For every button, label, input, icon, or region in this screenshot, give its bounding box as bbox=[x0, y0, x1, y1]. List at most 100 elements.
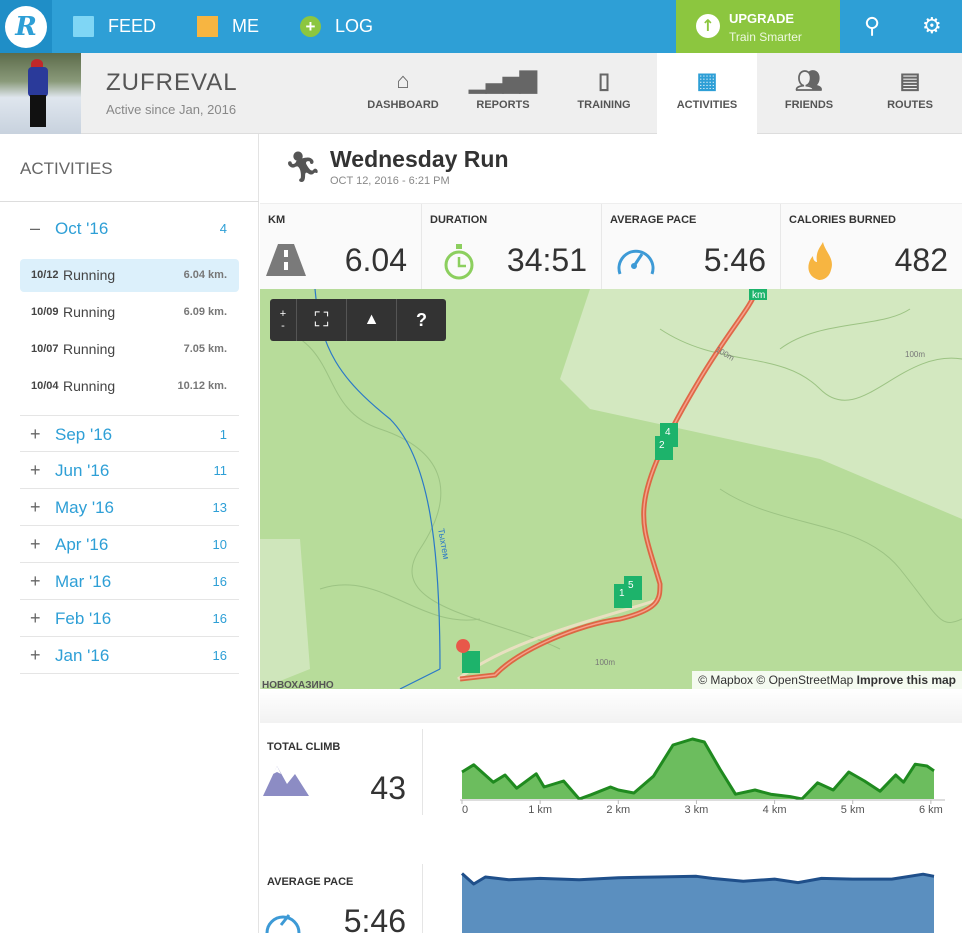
running-icon: 🏃︎ bbox=[284, 151, 323, 184]
terrain-icon[interactable]: ▲ bbox=[347, 299, 397, 341]
flame-icon bbox=[808, 242, 832, 280]
month-count: 13 bbox=[212, 500, 227, 515]
activity-name: Running bbox=[63, 304, 116, 320]
km-marker[interactable] bbox=[614, 584, 632, 608]
month-oct-16[interactable]: – Oct '16 4 bbox=[20, 210, 239, 247]
nav-me-label: ME bbox=[232, 16, 259, 36]
km-marker[interactable] bbox=[462, 651, 480, 673]
month-item[interactable]: + Feb '16 16 bbox=[20, 600, 239, 637]
tab-label: REPORTS bbox=[476, 99, 530, 111]
activity-item[interactable]: 10/04 Running 10.12 km. bbox=[20, 370, 239, 403]
activity-name: Running bbox=[63, 378, 116, 394]
nav-feed[interactable]: FEED bbox=[73, 0, 156, 53]
tab-reports[interactable]: ▁▃▅▇ REPORTS bbox=[453, 53, 553, 134]
start-pin-icon[interactable] bbox=[456, 639, 471, 669]
activity-item[interactable]: 10/09 Running 6.09 km. bbox=[20, 296, 239, 329]
nav-me[interactable]: ME bbox=[197, 0, 259, 53]
top-nav-bar: R FEED ME + LOG ↑ UPGRADE Train Smarter ⚲… bbox=[0, 0, 962, 53]
tab-routes[interactable]: ▤ ROUTES bbox=[860, 53, 960, 134]
map-attribution: © Mapbox © OpenStreetMap Improve this ma… bbox=[692, 671, 962, 689]
improve-map-link[interactable]: Improve this map bbox=[856, 673, 956, 687]
km-marker-label: km bbox=[752, 290, 765, 301]
stat-average-pace: AVERAGE PACE 5:46 bbox=[602, 204, 781, 290]
plus-circle-icon: + bbox=[300, 16, 321, 37]
expand-icon: + bbox=[30, 534, 41, 554]
activity-title: Wednesday Run bbox=[330, 146, 509, 172]
x-tick-label: 6 km bbox=[919, 804, 943, 816]
activity-name: Running bbox=[63, 341, 116, 357]
activity-distance: 7.05 km. bbox=[183, 343, 227, 355]
km-marker[interactable] bbox=[655, 436, 673, 460]
map-controls: + - ⛶ ▲ ? bbox=[270, 299, 446, 341]
activity-date: 10/07 bbox=[31, 343, 59, 355]
nav-log-label: LOG bbox=[335, 16, 374, 36]
month-item[interactable]: + May '16 13 bbox=[20, 489, 239, 526]
pace-value: 5:46 bbox=[343, 903, 406, 939]
month-item[interactable]: + Jun '16 11 bbox=[20, 452, 239, 489]
logo-icon: R bbox=[5, 5, 47, 48]
month-label: Feb '16 bbox=[55, 609, 112, 628]
month-label: Jan '16 bbox=[55, 646, 110, 665]
elevation-chart: 0 1 km 2 km 3 km 4 km 5 km 6 km bbox=[460, 737, 945, 816]
arrow-up-icon: ↑ bbox=[696, 14, 720, 38]
activity-distance: 10.12 km. bbox=[177, 380, 227, 392]
km-marker[interactable] bbox=[749, 289, 767, 300]
stat-value: 6.04 bbox=[344, 242, 407, 278]
activity-date: 10/09 bbox=[31, 306, 59, 318]
nav-log[interactable]: + LOG bbox=[300, 0, 373, 53]
fullscreen-icon[interactable]: ⛶ bbox=[297, 299, 347, 341]
month-count: 1 bbox=[219, 427, 227, 442]
month-label: Sep '16 bbox=[55, 425, 113, 444]
x-tick-label: 0 bbox=[462, 804, 468, 816]
month-item[interactable]: + Mar '16 16 bbox=[20, 563, 239, 600]
tab-label: DASHBOARD bbox=[367, 99, 439, 111]
route-map[interactable]: km 4 2 5 1 НОВОХАЗИНО Тыхтем 100m 100m 1… bbox=[260, 289, 962, 689]
tab-activities[interactable]: ▦ ACTIVITIES bbox=[657, 53, 757, 135]
km-marker-label: 4 bbox=[665, 427, 671, 438]
sidebar-title: ACTIVITIES bbox=[20, 159, 113, 178]
activity-distance: 6.04 km. bbox=[183, 269, 227, 281]
climb-label: TOTAL CLIMB bbox=[267, 741, 341, 753]
tab-dashboard[interactable]: ⌂ DASHBOARD bbox=[353, 53, 453, 134]
tab-training[interactable]: ▯ TRAINING bbox=[554, 53, 654, 134]
expand-icon: + bbox=[30, 608, 41, 628]
month-count: 16 bbox=[212, 574, 227, 589]
month-count: 16 bbox=[212, 611, 227, 626]
feed-icon bbox=[73, 16, 94, 37]
nav-feed-label: FEED bbox=[108, 16, 157, 36]
upgrade-title: UPGRADE bbox=[729, 11, 795, 26]
tab-label: FRIENDS bbox=[784, 99, 834, 111]
speedometer-icon bbox=[617, 249, 655, 275]
activity-distance: 6.09 km. bbox=[183, 306, 227, 318]
osm-link[interactable]: © OpenStreetMap bbox=[756, 673, 854, 687]
activity-date: 10/04 bbox=[31, 380, 59, 392]
zoom-in-button[interactable]: + bbox=[279, 308, 287, 320]
clipboard-icon: ▯ bbox=[597, 68, 611, 93]
stat-value: 5:46 bbox=[703, 242, 766, 278]
month-count: 11 bbox=[213, 463, 228, 478]
mountain-icon bbox=[263, 766, 309, 796]
stat-km: KM 6.04 bbox=[260, 204, 422, 290]
tab-friends[interactable]: 👥︎ FRIENDS bbox=[759, 53, 859, 134]
user-icon bbox=[197, 16, 218, 37]
upgrade-button[interactable]: ↑ UPGRADE Train Smarter bbox=[676, 0, 840, 53]
help-button[interactable]: ? bbox=[416, 309, 427, 330]
logo[interactable]: R bbox=[0, 0, 52, 53]
stopwatch-icon bbox=[444, 244, 474, 280]
avatar[interactable] bbox=[0, 53, 81, 134]
activity-item[interactable]: 10/07 Running 7.05 km. bbox=[20, 333, 239, 366]
activity-item[interactable]: 10/12 Running 6.04 km. bbox=[20, 259, 239, 292]
search-icon[interactable]: ⚲ bbox=[864, 13, 881, 38]
gear-icon[interactable]: ⚙ bbox=[922, 13, 942, 38]
month-item[interactable]: + Sep '16 1 bbox=[20, 415, 239, 452]
month-item[interactable]: + Apr '16 10 bbox=[20, 526, 239, 563]
zoom-out-button[interactable]: - bbox=[281, 320, 285, 332]
stats-bar: KM 6.04 DURATION 34:51 AVERAGE PACE 5:46… bbox=[260, 203, 962, 290]
tab-label: TRAINING bbox=[577, 99, 631, 111]
mapbox-link[interactable]: © Mapbox bbox=[698, 673, 754, 687]
place-label: НОВОХАЗИНО bbox=[262, 680, 334, 689]
pace-chart bbox=[460, 872, 935, 933]
bar-chart-icon: ▁▃▅▇ bbox=[469, 68, 537, 93]
stat-label: DURATION bbox=[430, 214, 488, 226]
month-item[interactable]: + Jan '16 16 bbox=[20, 637, 239, 674]
